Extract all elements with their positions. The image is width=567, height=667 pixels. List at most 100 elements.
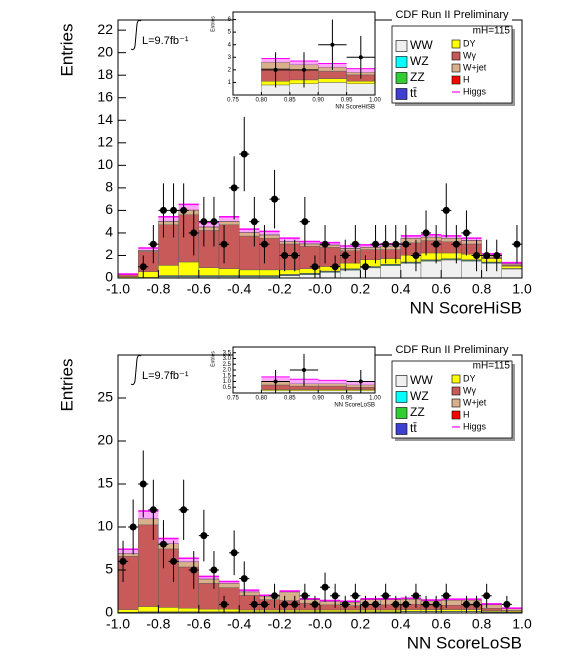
data-point bbox=[358, 379, 363, 384]
signal-band bbox=[421, 600, 442, 601]
data-point bbox=[382, 240, 390, 248]
data-point bbox=[372, 240, 380, 248]
x-tick-label: -0.6 bbox=[187, 616, 211, 632]
x-tick-label: 0.6 bbox=[431, 616, 451, 632]
data-point bbox=[311, 600, 319, 608]
data-point bbox=[493, 251, 501, 259]
signal-band bbox=[219, 581, 240, 584]
inset-y-label: Entries bbox=[210, 16, 216, 32]
stack-bar bbox=[198, 226, 220, 231]
x-tick-label: -0.2 bbox=[268, 616, 292, 632]
legend-label: Wγ bbox=[463, 50, 476, 60]
data-point bbox=[331, 263, 339, 271]
x-tick-label: 0.95 bbox=[341, 396, 353, 402]
stack-bar bbox=[299, 243, 321, 247]
legend-swatch bbox=[395, 407, 408, 419]
stack-bar bbox=[299, 274, 321, 278]
legend-label: W+jet bbox=[463, 397, 487, 407]
data-point bbox=[291, 251, 299, 259]
signal-band bbox=[360, 244, 381, 248]
legend-swatch bbox=[451, 386, 461, 396]
y-tick-label: 3.5 bbox=[223, 350, 232, 356]
legend-label: WZ bbox=[410, 389, 429, 403]
signal-band bbox=[198, 576, 219, 579]
data-point bbox=[402, 600, 410, 608]
data-point bbox=[260, 240, 268, 248]
stack-bar bbox=[137, 524, 159, 607]
y-tick-label: 10 bbox=[97, 156, 113, 172]
signal-band bbox=[400, 235, 421, 239]
signal-band bbox=[481, 253, 502, 256]
chart-title: CDF Run II Preliminary bbox=[395, 344, 509, 356]
stack-bar bbox=[461, 260, 482, 278]
y-tick-label: 25 bbox=[97, 389, 113, 405]
stack-bar bbox=[481, 263, 503, 278]
y-tick-label: 20 bbox=[97, 432, 113, 448]
data-point bbox=[230, 549, 238, 557]
legend-swatch bbox=[451, 39, 461, 49]
signal-band bbox=[158, 216, 179, 222]
data-point bbox=[159, 540, 167, 548]
stack-bar bbox=[279, 591, 301, 601]
data-point bbox=[240, 150, 248, 158]
stack-bar bbox=[420, 237, 442, 241]
stack-bar bbox=[340, 262, 361, 269]
stack-bar bbox=[318, 385, 347, 390]
x-tick-label: -0.2 bbox=[268, 281, 292, 297]
stack-bar bbox=[137, 518, 159, 526]
stack-bar bbox=[279, 609, 301, 612]
plot-frame bbox=[232, 11, 376, 96]
data-point bbox=[341, 251, 349, 259]
x-tick-label: 0.80 bbox=[256, 98, 268, 104]
x-tick-label: 0.95 bbox=[341, 98, 353, 104]
stack-bar bbox=[420, 260, 442, 278]
y-tick-label: 16 bbox=[97, 88, 113, 104]
data-point bbox=[271, 592, 279, 600]
y-tick-label: 4 bbox=[105, 224, 113, 240]
stack-bar bbox=[319, 247, 341, 267]
stack-bar bbox=[279, 269, 301, 275]
stack-bar bbox=[400, 609, 422, 612]
stack-bar bbox=[198, 578, 220, 584]
y-tick-label: 15 bbox=[97, 475, 113, 491]
stack-bar bbox=[319, 272, 341, 278]
x-tick-label: -0.4 bbox=[227, 616, 251, 632]
y-axis-label: Entries bbox=[57, 359, 76, 412]
data-point bbox=[473, 251, 481, 259]
data-point bbox=[483, 592, 491, 600]
legend-label: ZZ bbox=[410, 405, 425, 419]
y-axis-label: Entries bbox=[57, 24, 76, 77]
signal-band bbox=[158, 538, 179, 544]
inset-x-label: NN ScoreHiSB bbox=[335, 105, 375, 111]
y-tick-label: 20 bbox=[97, 43, 113, 59]
x-tick-label: -0.8 bbox=[146, 616, 170, 632]
x-tick-label: 1.0 bbox=[512, 616, 532, 632]
signal-band bbox=[138, 511, 159, 519]
data-point bbox=[250, 218, 258, 226]
x-tick-label: 0.4 bbox=[391, 281, 411, 297]
x-tick-label: 1.00 bbox=[369, 98, 381, 104]
data-point bbox=[392, 600, 400, 608]
legend-swatch bbox=[395, 88, 408, 100]
signal-band bbox=[421, 234, 442, 237]
stack-bar bbox=[279, 241, 301, 245]
legend-swatch bbox=[451, 75, 461, 85]
stack-bar bbox=[380, 249, 402, 259]
data-point bbox=[180, 206, 188, 214]
stack-bar bbox=[178, 566, 200, 609]
y-tick-label: 1 bbox=[228, 80, 232, 86]
y-tick-label: 0.5 bbox=[223, 385, 232, 391]
signal-band bbox=[461, 238, 482, 241]
y-tick-label: 6 bbox=[228, 17, 232, 23]
signal-band bbox=[441, 599, 462, 601]
data-point bbox=[382, 592, 390, 600]
stack-bar bbox=[198, 267, 220, 276]
data-point bbox=[190, 229, 198, 237]
legend-swatch bbox=[451, 63, 461, 73]
signal-band bbox=[318, 380, 347, 384]
legend-label: DY bbox=[463, 38, 476, 48]
stack-bar bbox=[360, 249, 381, 260]
stack-bar bbox=[319, 609, 341, 612]
stack-bar bbox=[441, 599, 462, 606]
stack-bar bbox=[340, 248, 361, 251]
